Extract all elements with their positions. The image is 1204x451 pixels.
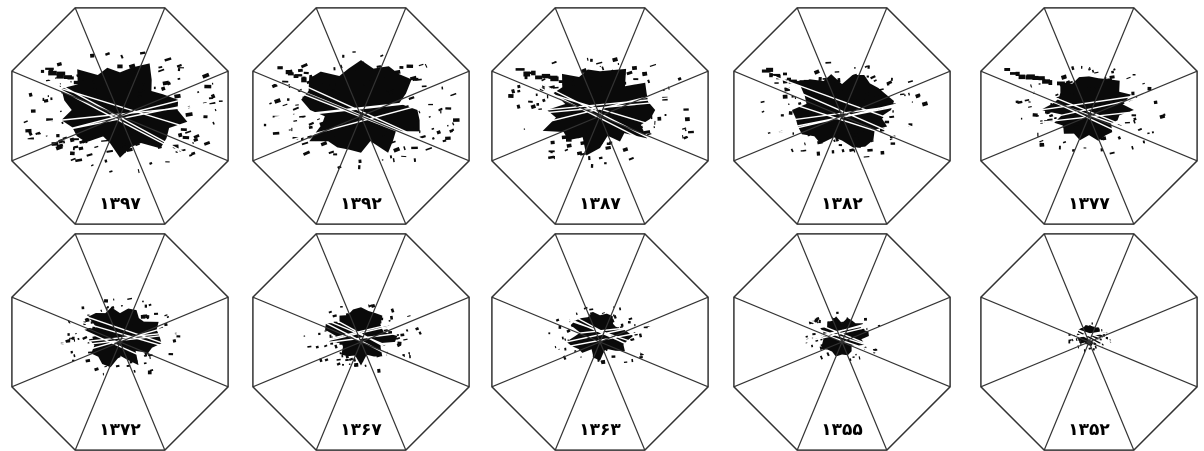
map-panel: ۱۳۶۳: [491, 233, 709, 451]
octagon-frame: [252, 7, 470, 225]
octagon-frame: [11, 233, 229, 451]
octagon-frame: [491, 233, 709, 451]
urban-area: [45, 297, 188, 376]
map-panel: ۱۳۸۲: [733, 7, 951, 225]
year-label: ۱۳۵۲: [1068, 420, 1110, 440]
year-label: ۱۳۹۷: [99, 194, 141, 214]
map-panel: ۱۳۸۷: [491, 7, 709, 225]
octagon-frame: [733, 233, 951, 451]
urban-area: [539, 305, 658, 365]
map-panel: ۱۳۶۷: [252, 233, 470, 451]
year-label: ۱۳۷۷: [1068, 194, 1110, 214]
octagon-frame: [980, 233, 1198, 451]
map-panel: ۱۳۹۷: [11, 7, 229, 225]
urban-area: [1051, 319, 1129, 355]
octagon-frame: [491, 7, 709, 225]
map-panel: ۱۳۷۲: [11, 233, 229, 451]
map-panel: ۱۳۵۵: [733, 233, 951, 451]
year-label: ۱۳۵۵: [821, 420, 863, 440]
octagon-frame: [252, 233, 470, 451]
year-label: ۱۳۶۷: [340, 420, 382, 440]
octagon-frame: [11, 7, 229, 225]
urban-area: [18, 51, 227, 174]
year-label: ۱۳۸۷: [579, 194, 621, 214]
urban-area: [754, 61, 929, 158]
urban-area: [292, 303, 425, 373]
year-label: ۱۳۹۲: [340, 194, 382, 214]
urban-area: [253, 51, 466, 170]
octagon-frame: [980, 7, 1198, 225]
year-label: ۱۳۸۲: [821, 194, 863, 214]
urban-area: [502, 57, 697, 168]
octagon-frame: [733, 7, 951, 225]
map-panel: ۱۳۷۷: [980, 7, 1198, 225]
map-panel: ۱۳۹۲: [252, 7, 470, 225]
map-panel: ۱۳۵۲: [980, 233, 1198, 451]
year-label: ۱۳۷۲: [99, 420, 141, 440]
year-label: ۱۳۶۳: [579, 420, 621, 440]
